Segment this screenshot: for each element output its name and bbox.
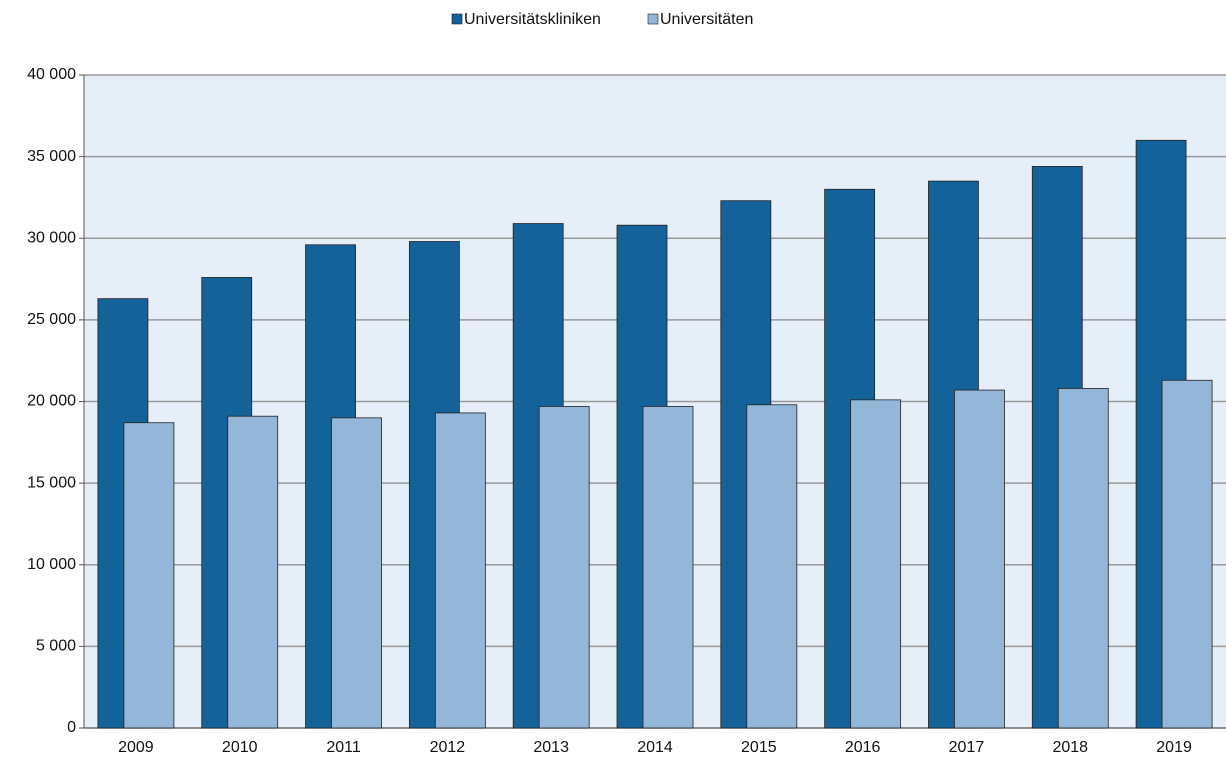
x-tick-label: 2015	[741, 739, 777, 756]
x-tick-label: 2017	[949, 739, 985, 756]
x-tick-label: 2014	[637, 739, 673, 756]
bar	[538, 405, 590, 729]
y-tick-label: 5 000	[36, 638, 76, 655]
legend-swatch	[451, 13, 463, 25]
x-tick-label: 2019	[1156, 739, 1192, 756]
y-tick-label: 15 000	[27, 474, 76, 491]
bar	[850, 399, 902, 729]
x-tick-label: 2016	[845, 739, 881, 756]
bar	[123, 422, 175, 729]
x-tick-label: 2011	[326, 739, 361, 756]
bar	[1161, 379, 1213, 729]
bar	[331, 417, 382, 729]
x-tick-label: 2009	[118, 739, 154, 756]
y-tick-label: 40 000	[27, 66, 76, 83]
bar	[434, 412, 486, 729]
y-tick-label: 20 000	[27, 393, 76, 410]
y-tick-label: 0	[67, 719, 76, 736]
x-tick-label: 2013	[533, 739, 569, 756]
y-tick-label: 35 000	[27, 148, 76, 165]
bar	[642, 405, 694, 729]
x-tick-label: 2012	[430, 739, 466, 756]
bar	[746, 404, 798, 729]
y-tick-label: 30 000	[27, 229, 76, 246]
y-tick-label: 10 000	[27, 556, 76, 573]
bar	[1057, 388, 1109, 729]
bar	[227, 415, 279, 729]
bar	[954, 389, 1005, 729]
x-tick-label: 2018	[1052, 739, 1088, 756]
legend-label: Universitätskliniken	[464, 11, 601, 28]
legend-swatch	[647, 13, 659, 25]
legend-label: Universitäten	[660, 11, 753, 28]
y-tick-label: 25 000	[27, 311, 76, 328]
x-tick-label: 2010	[222, 739, 258, 756]
